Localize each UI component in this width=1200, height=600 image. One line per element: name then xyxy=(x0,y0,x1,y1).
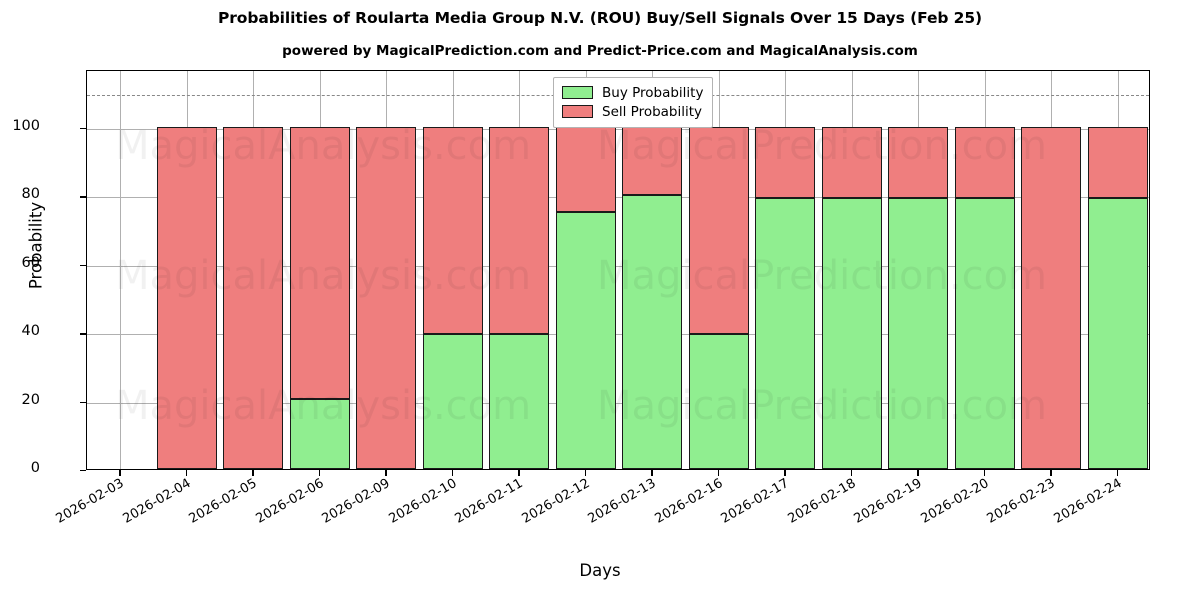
bar-segment-sell[interactable] xyxy=(156,127,217,469)
bar-segment-buy[interactable] xyxy=(489,333,550,469)
bar-group[interactable] xyxy=(888,71,949,469)
y-tick-label: 40 xyxy=(21,323,40,340)
x-tick-mark xyxy=(252,470,254,476)
gridline-horizontal xyxy=(87,265,1149,267)
plot-area: MagicalAnalysis.comMagicalPrediction.com… xyxy=(86,70,1150,470)
bar-segment-buy[interactable] xyxy=(688,333,749,469)
bar-segment-buy[interactable] xyxy=(422,333,483,469)
bar-segment-sell[interactable] xyxy=(422,127,483,334)
x-tick-mark xyxy=(451,470,454,476)
gridline-horizontal xyxy=(87,402,1149,404)
legend-label-buy: Buy Probability xyxy=(602,84,704,101)
bar-segment-sell[interactable] xyxy=(622,127,683,195)
bar-segment-buy[interactable] xyxy=(888,197,949,469)
y-tick-mark xyxy=(80,401,86,403)
y-tick-mark xyxy=(80,196,86,198)
bar-segment-sell[interactable] xyxy=(954,127,1015,198)
x-tick-mark xyxy=(1050,470,1052,476)
bar-group[interactable] xyxy=(622,71,683,469)
legend-item-sell[interactable]: Sell Probability xyxy=(562,102,703,121)
y-tick-label: 100 xyxy=(12,118,40,135)
bar-segment-buy[interactable] xyxy=(622,194,683,469)
x-tick-mark xyxy=(584,470,587,476)
legend-label-sell: Sell Probability xyxy=(602,103,703,120)
x-tick-mark xyxy=(784,470,786,476)
x-tick-mark xyxy=(318,470,321,476)
x-tick-mark xyxy=(385,470,387,476)
bar-group[interactable] xyxy=(555,71,616,469)
bar-segment-sell[interactable] xyxy=(1087,127,1148,198)
chart-legend: Buy Probability Sell Probability xyxy=(553,77,714,128)
x-tick-mark xyxy=(1116,470,1119,476)
y-tick-label: 0 xyxy=(30,460,40,476)
bar-group[interactable] xyxy=(688,71,749,469)
y-tick-label: 80 xyxy=(21,186,40,203)
x-axis-label: Days xyxy=(579,561,621,580)
x-tick-mark xyxy=(983,470,986,476)
bar-group[interactable] xyxy=(954,71,1015,469)
bar-segment-sell[interactable] xyxy=(489,127,550,334)
y-axis-label: Probability xyxy=(26,201,46,290)
x-tick-mark xyxy=(717,470,720,476)
bar-group[interactable] xyxy=(356,71,417,469)
y-tick-mark xyxy=(80,470,86,472)
y-tick-mark xyxy=(80,333,86,335)
x-tick-mark xyxy=(518,470,520,476)
x-tick-mark xyxy=(119,470,121,476)
bar-segment-sell[interactable] xyxy=(223,127,284,469)
bar-group[interactable] xyxy=(422,71,483,469)
bar-group[interactable] xyxy=(156,71,217,469)
y-tick-mark xyxy=(80,128,86,130)
bar-segment-buy[interactable] xyxy=(1087,197,1148,469)
bar-segment-buy[interactable] xyxy=(755,197,816,469)
bar-segment-sell[interactable] xyxy=(888,127,949,198)
chart-subtitle: powered by MagicalPrediction.com and Pre… xyxy=(282,43,918,59)
gridline-horizontal xyxy=(87,197,1149,199)
bar-group[interactable] xyxy=(755,71,816,469)
y-tick-label: 20 xyxy=(21,391,40,408)
bar-group[interactable] xyxy=(289,71,350,469)
bar-segment-sell[interactable] xyxy=(289,127,350,399)
bar-segment-buy[interactable] xyxy=(954,197,1015,469)
bar-segment-buy[interactable] xyxy=(289,398,350,469)
y-tick-label: 60 xyxy=(21,254,40,271)
chart-title: Probabilities of Roularta Media Group N.… xyxy=(217,9,983,27)
legend-swatch-buy xyxy=(562,86,593,99)
bar-segment-buy[interactable] xyxy=(555,211,616,469)
bar-segment-buy[interactable] xyxy=(821,197,882,469)
x-tick-mark xyxy=(651,470,653,476)
bar-segment-sell[interactable] xyxy=(688,127,749,334)
bars-layer xyxy=(87,71,1149,469)
bar-group[interactable] xyxy=(223,71,284,469)
bar-segment-sell[interactable] xyxy=(821,127,882,198)
bar-segment-sell[interactable] xyxy=(755,127,816,198)
bar-group[interactable] xyxy=(821,71,882,469)
gridline-horizontal xyxy=(87,334,1149,336)
legend-swatch-sell xyxy=(562,105,593,118)
bar-group[interactable] xyxy=(1021,71,1082,469)
bar-segment-sell[interactable] xyxy=(1021,127,1082,469)
x-tick-mark xyxy=(185,470,188,476)
y-tick-mark xyxy=(80,264,86,267)
gridline-horizontal xyxy=(87,129,1149,131)
bar-group[interactable] xyxy=(489,71,550,469)
legend-item-buy[interactable]: Buy Probability xyxy=(562,83,703,102)
x-tick-mark xyxy=(850,470,853,476)
bar-segment-sell[interactable] xyxy=(356,127,417,469)
gridline-vertical xyxy=(120,71,122,469)
bar-segment-sell[interactable] xyxy=(555,127,616,212)
bar-group[interactable] xyxy=(1087,71,1148,469)
x-tick-mark xyxy=(917,470,919,476)
